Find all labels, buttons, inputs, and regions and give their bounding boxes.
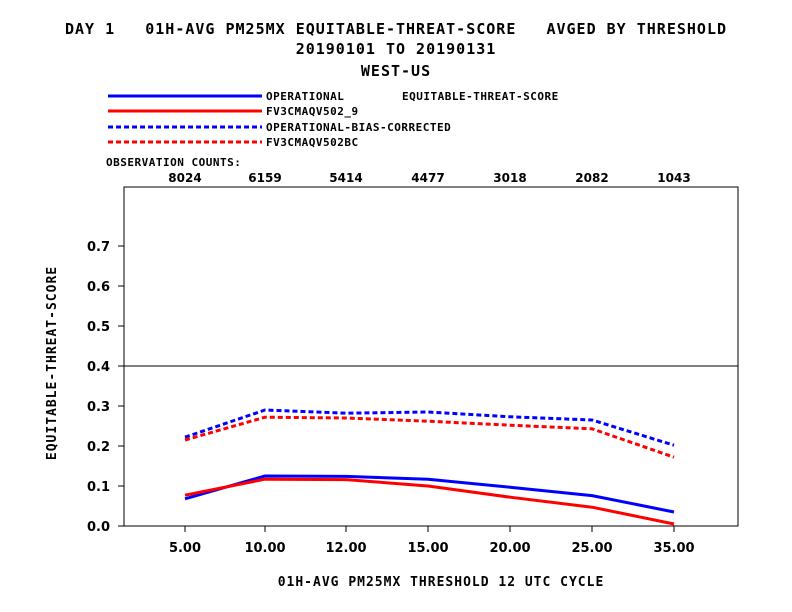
chart-region: WEST-US bbox=[360, 62, 432, 80]
y-tick-label: 0.5 bbox=[87, 320, 110, 335]
plot-frame bbox=[123, 186, 739, 527]
observation-count: 5414 bbox=[329, 171, 362, 185]
observation-counts-label: OBSERVATION COUNTS: bbox=[106, 156, 241, 169]
chart-title: DAY 1 01H-AVG PM25MX EQUITABLE-THREAT-SC… bbox=[64, 20, 728, 38]
legend-label-2: FV3CMAQV502_9 bbox=[266, 105, 359, 118]
y-tick-label: 0.7 bbox=[87, 240, 110, 255]
series-line-3 bbox=[184, 408, 675, 447]
x-tick-label: 25.00 bbox=[571, 541, 612, 556]
y-tick-label: 0.1 bbox=[87, 480, 110, 495]
observation-count: 3018 bbox=[493, 171, 526, 185]
y-tick-label: 0.6 bbox=[87, 280, 110, 295]
legend-label-1: OPERATIONAL bbox=[266, 90, 344, 103]
observation-count: 2082 bbox=[575, 171, 608, 185]
observation-count: 1043 bbox=[657, 171, 690, 185]
y-tick-label: 0.4 bbox=[87, 360, 110, 375]
y-tick-label: 0.2 bbox=[87, 440, 110, 455]
y-axis-title: EQUITABLE-THREAT-SCORE bbox=[45, 266, 60, 460]
legend-label-4: FV3CMAQV502BC bbox=[266, 136, 359, 149]
y-tick-label: 0.0 bbox=[87, 520, 110, 535]
series-line-4 bbox=[184, 415, 675, 459]
legend-label-3: OPERATIONAL-BIAS-CORRECTED bbox=[266, 121, 451, 134]
x-tick-label: 35.00 bbox=[653, 541, 694, 556]
legend-metric-label: EQUITABLE-THREAT-SCORE bbox=[402, 90, 559, 103]
chart-date-range: 20190101 TO 20190131 bbox=[295, 40, 497, 58]
series-line-2 bbox=[184, 477, 675, 526]
y-tick-label: 0.3 bbox=[87, 400, 110, 415]
x-axis-title: 01H-AVG PM25MX THRESHOLD 12 UTC CYCLE bbox=[278, 575, 605, 590]
observation-count: 8024 bbox=[168, 171, 201, 185]
observation-count: 6159 bbox=[248, 171, 281, 185]
x-tick-label: 12.00 bbox=[325, 541, 366, 556]
x-tick-label: 20.00 bbox=[489, 541, 530, 556]
x-tick-label: 10.00 bbox=[244, 541, 285, 556]
x-tick-label: 5.00 bbox=[169, 541, 201, 556]
observation-count: 4477 bbox=[411, 171, 444, 185]
x-tick-label: 15.00 bbox=[407, 541, 448, 556]
series-line-1 bbox=[184, 474, 675, 514]
